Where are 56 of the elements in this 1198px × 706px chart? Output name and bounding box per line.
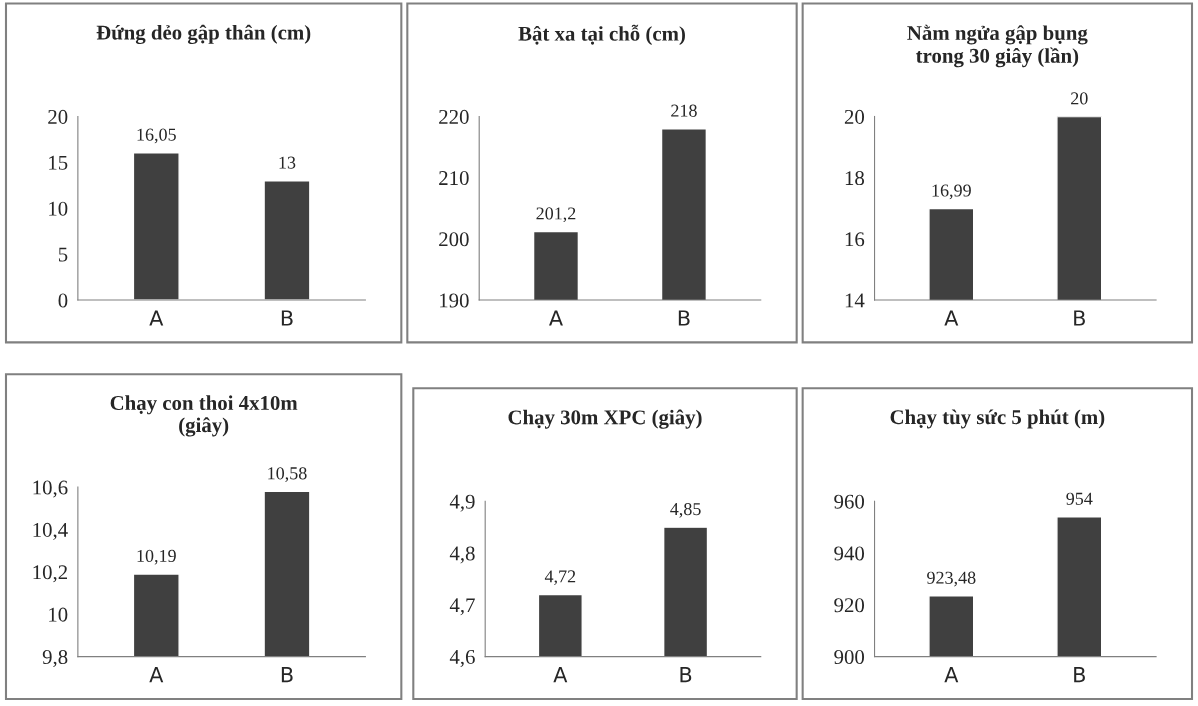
x-tick-label: A — [549, 310, 563, 326]
y-tick-label: 10 — [49, 607, 68, 622]
y-tick-label: 4,8 — [449, 546, 475, 564]
data-label: 16,99 — [932, 184, 971, 200]
x-tick-label: B — [1074, 666, 1085, 683]
data-label: 218 — [671, 104, 697, 117]
data-label: 201,2 — [536, 207, 576, 223]
y-tick-label: 920 — [834, 598, 865, 613]
y-tick-label: 210 — [439, 171, 469, 186]
y-tick-label: 10,4 — [33, 522, 68, 540]
y-tick-label: 5 — [58, 247, 68, 262]
data-label: 10,58 — [268, 467, 307, 482]
x-tick-label: A — [149, 310, 164, 326]
x-tick-label: B — [680, 666, 692, 683]
x-tick-label: A — [944, 310, 959, 326]
y-tick-label: 220 — [439, 109, 469, 124]
x-tick-label: A — [944, 666, 959, 683]
chart-title: Chạy 30m XPC (giây) — [508, 409, 702, 429]
data-label: 13 — [279, 156, 296, 169]
data-label: 4,72 — [544, 570, 576, 586]
x-tick-label: B — [1074, 310, 1085, 326]
chart-title: Chạy tùy sức 5 phút (m) — [890, 409, 1105, 429]
y-tick-label: 200 — [439, 232, 469, 247]
chart-title: Đứng dẻo gập thân (cm) — [96, 24, 311, 44]
y-tick-label: 4,6 — [449, 650, 475, 668]
y-tick-label: 10,6 — [33, 480, 68, 498]
data-label: 20 — [1071, 92, 1088, 105]
data-label: 4,85 — [670, 502, 701, 518]
y-tick-label: 18 — [845, 171, 865, 186]
x-tick-label: B — [281, 310, 293, 326]
y-tick-label: 10 — [49, 201, 68, 216]
x-tick-label: B — [281, 666, 293, 683]
y-tick-label: 190 — [440, 293, 469, 308]
data-label: 954 — [1066, 492, 1093, 505]
y-tick-label: 20 — [844, 109, 865, 124]
x-tick-label: B — [678, 310, 690, 326]
y-tick-label: 0 — [58, 293, 68, 308]
chart-title: Bật xa tại chỗ (cm) — [518, 24, 685, 46]
x-tick-label: A — [553, 666, 568, 683]
y-tick-label: 20 — [48, 109, 68, 124]
y-tick-label: 960 — [834, 494, 865, 509]
y-tick-label: 9,8 — [42, 649, 68, 668]
y-tick-label: 900 — [834, 649, 865, 665]
chart-title: Chạy con thoi 4x10m (giây) — [110, 395, 298, 437]
y-tick-label: 4,7 — [449, 598, 475, 616]
data-label: 16,05 — [137, 128, 176, 144]
data-label: 10,19 — [137, 549, 176, 565]
x-tick-label: A — [149, 666, 164, 683]
data-label: 923,48 — [927, 571, 976, 587]
y-tick-label: 14 — [845, 293, 865, 308]
y-tick-label: 940 — [834, 546, 865, 561]
y-tick-label: 16 — [845, 232, 865, 247]
y-tick-label: 15 — [49, 155, 68, 170]
y-tick-label: 4,9 — [449, 494, 475, 512]
chart-title: Nằm ngửa gập bụng trong 30 giây (lần) — [907, 24, 1088, 68]
y-tick-label: 10,2 — [33, 565, 67, 583]
